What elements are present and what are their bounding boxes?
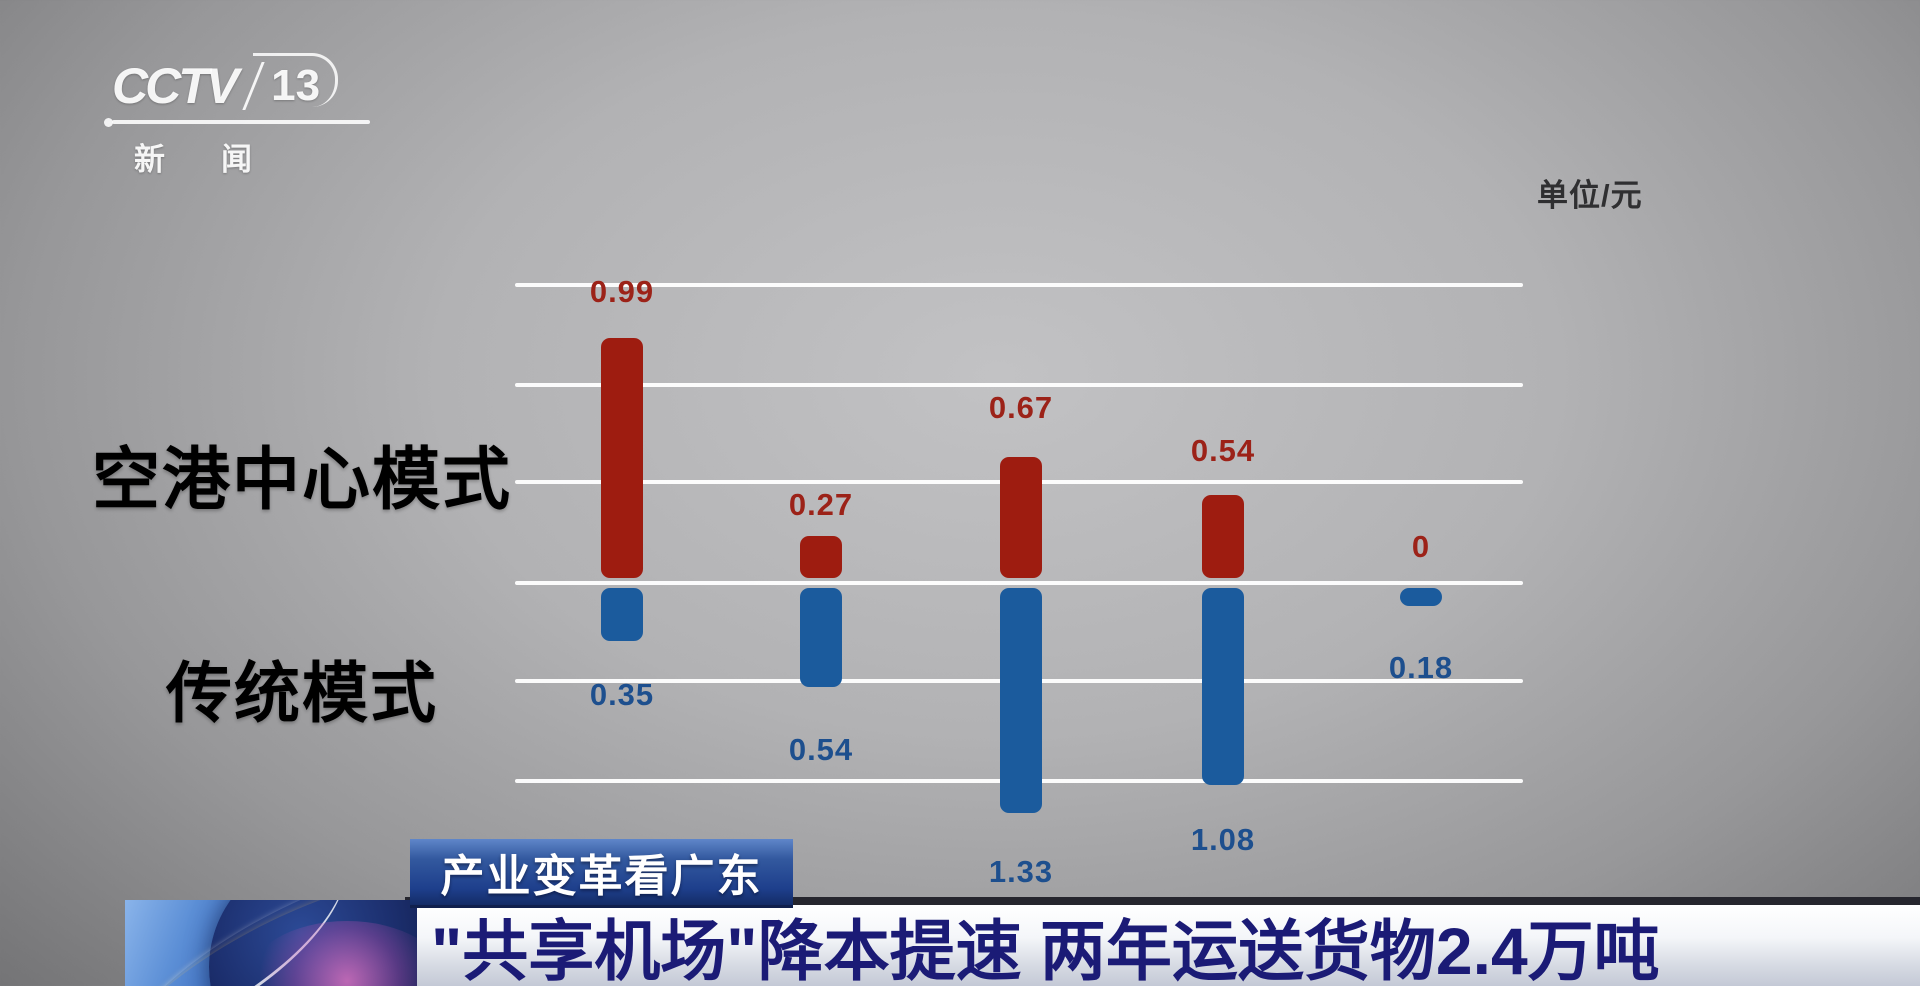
blue-bar <box>1000 588 1042 813</box>
category-label-airport-hub-mode: 空港中心模式 <box>91 442 512 518</box>
gridline <box>515 383 1523 387</box>
category-label-traditional-mode: 传统模式 <box>166 656 438 730</box>
program-badge-text: 产业变革看广东 <box>440 852 763 901</box>
blue-bar <box>800 588 842 687</box>
news-globe-graphic <box>125 900 417 986</box>
program-badge: 产业变革看广东 <box>410 839 793 905</box>
logo-arc-icon <box>253 53 339 107</box>
blue-value-label: 1.08 <box>1190 822 1256 857</box>
cctv-logo: CCTV 13 新 闻 <box>104 53 370 179</box>
blue-bar <box>1400 588 1442 606</box>
cctv-logo-text: CCTV <box>112 58 239 114</box>
red-value-label: 0.54 <box>1190 433 1256 468</box>
red-value-label: 0.99 <box>589 274 655 309</box>
blue-bar <box>1202 588 1244 785</box>
headline-band: "共享机场"降本提速 两年运送货物2.4万吨 <box>405 897 1920 986</box>
red-bar <box>1202 495 1244 578</box>
red-value-label: 0 <box>1411 529 1431 564</box>
red-bar <box>1000 457 1042 578</box>
blue-value-label: 0.35 <box>589 677 655 712</box>
red-bar <box>601 338 643 578</box>
logo-subtitle-char: 闻 <box>221 142 252 177</box>
headline-text: "共享机场"降本提速 两年运送货物2.4万吨 <box>431 913 1660 986</box>
gridline <box>515 283 1523 287</box>
gridline <box>515 581 1523 585</box>
blue-value-label: 1.33 <box>988 854 1054 889</box>
logo-subtitle: 新 闻 <box>134 134 252 179</box>
blue-value-label: 0.18 <box>1388 650 1454 685</box>
blue-value-label: 0.54 <box>788 732 854 767</box>
unit-label: 单位/元 <box>1537 178 1643 213</box>
red-value-label: 0.67 <box>988 390 1054 425</box>
channel-number: 13 <box>271 61 321 110</box>
logo-underline-icon <box>104 118 370 127</box>
blue-bar <box>601 588 643 641</box>
logo-subtitle-char: 新 <box>134 142 165 177</box>
red-value-label: 0.27 <box>788 487 854 522</box>
red-bar <box>800 536 842 578</box>
